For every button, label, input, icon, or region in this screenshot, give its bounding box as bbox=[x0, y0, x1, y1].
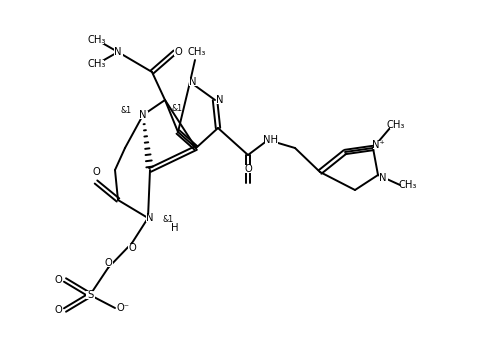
FancyBboxPatch shape bbox=[265, 136, 278, 144]
FancyBboxPatch shape bbox=[379, 174, 387, 182]
FancyBboxPatch shape bbox=[54, 276, 62, 284]
Text: S: S bbox=[87, 290, 93, 300]
FancyBboxPatch shape bbox=[90, 60, 103, 68]
FancyBboxPatch shape bbox=[243, 165, 253, 173]
FancyBboxPatch shape bbox=[128, 244, 137, 252]
Text: O: O bbox=[128, 243, 136, 253]
Text: O: O bbox=[92, 167, 100, 177]
Text: O: O bbox=[54, 275, 62, 285]
Text: N⁺: N⁺ bbox=[371, 140, 384, 150]
Text: CH₃: CH₃ bbox=[387, 120, 405, 130]
Text: N: N bbox=[379, 173, 387, 183]
FancyBboxPatch shape bbox=[90, 36, 103, 44]
FancyBboxPatch shape bbox=[85, 291, 95, 299]
Text: CH₃: CH₃ bbox=[399, 180, 417, 190]
FancyBboxPatch shape bbox=[188, 78, 198, 86]
Text: CH₃: CH₃ bbox=[188, 47, 206, 57]
Text: O: O bbox=[104, 258, 112, 268]
FancyBboxPatch shape bbox=[114, 48, 123, 56]
Text: O⁻: O⁻ bbox=[116, 303, 129, 313]
Text: NH: NH bbox=[264, 135, 279, 145]
FancyBboxPatch shape bbox=[91, 168, 100, 176]
FancyBboxPatch shape bbox=[215, 96, 225, 104]
Text: CH₃: CH₃ bbox=[88, 59, 106, 69]
Text: N: N bbox=[139, 110, 147, 120]
Text: H: H bbox=[171, 223, 179, 233]
FancyBboxPatch shape bbox=[139, 111, 147, 119]
FancyBboxPatch shape bbox=[389, 121, 402, 129]
FancyBboxPatch shape bbox=[54, 306, 62, 314]
FancyBboxPatch shape bbox=[401, 181, 414, 189]
Text: O: O bbox=[244, 164, 252, 174]
Text: N: N bbox=[189, 77, 197, 87]
Text: O: O bbox=[174, 47, 182, 57]
Text: &1: &1 bbox=[162, 216, 173, 225]
FancyBboxPatch shape bbox=[103, 259, 113, 267]
Text: CH₃: CH₃ bbox=[88, 35, 106, 45]
Text: N: N bbox=[146, 213, 154, 223]
FancyBboxPatch shape bbox=[190, 48, 203, 56]
Text: &1: &1 bbox=[120, 106, 131, 115]
FancyBboxPatch shape bbox=[145, 214, 155, 222]
FancyBboxPatch shape bbox=[173, 48, 183, 56]
FancyBboxPatch shape bbox=[372, 141, 384, 149]
Text: N: N bbox=[114, 47, 122, 57]
Text: &1: &1 bbox=[171, 104, 183, 112]
FancyBboxPatch shape bbox=[116, 304, 129, 312]
Text: N: N bbox=[216, 95, 224, 105]
Text: O: O bbox=[54, 305, 62, 315]
